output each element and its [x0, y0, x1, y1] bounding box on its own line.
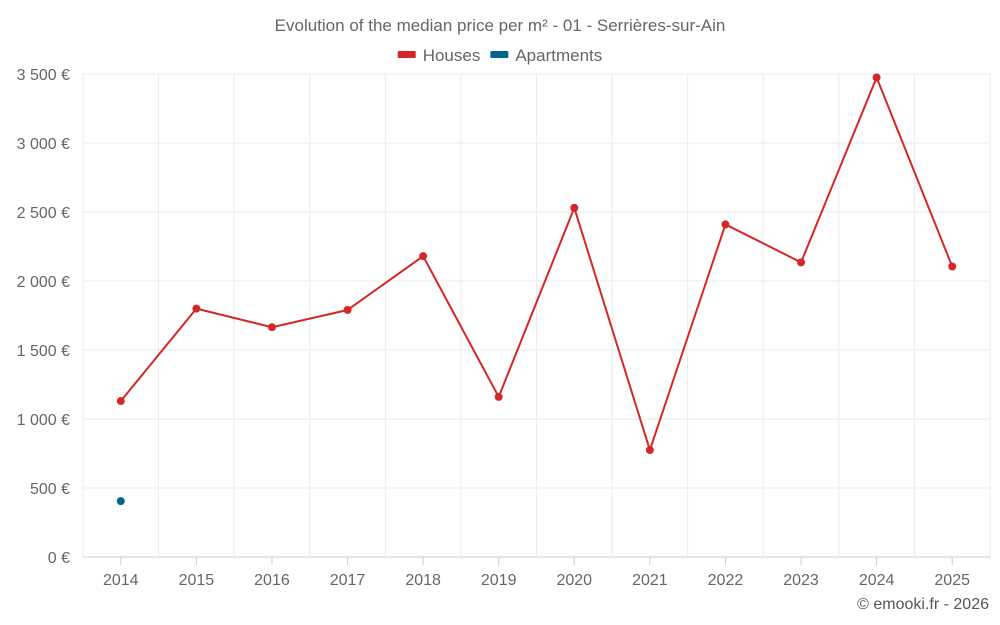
chart-credit: © emooki.fr - 2026 [857, 596, 989, 613]
legend: Houses Apartments [397, 46, 602, 65]
x-tick-label: 2025 [934, 572, 970, 589]
houses-point-2022[interactable] [721, 220, 730, 229]
y-tick-label: 500 € [30, 481, 70, 498]
houses-line [120, 76, 954, 452]
houses-point-2025[interactable] [948, 262, 957, 271]
x-tick-label: 2022 [708, 572, 744, 589]
x-tick-label: 2024 [859, 572, 895, 589]
legend-item-houses[interactable]: Houses [397, 46, 481, 65]
x-tick-label: 2017 [330, 572, 366, 589]
houses-point-2017[interactable] [343, 305, 352, 314]
y-axis: 0 € 500 € 1 000 € 1 500 € 2 000 € 2 500 € 3 00… [17, 67, 70, 567]
legend-label-apartments: Apartments [515, 46, 602, 65]
x-tick-label: 2018 [405, 572, 441, 589]
x-axis: 2014 2015 2016 2017 2018 2019 2020 2021 2022 2023… [83, 556, 990, 589]
legend-item-apartments[interactable]: Apartments [490, 46, 602, 65]
x-tick-label: 2015 [179, 572, 215, 589]
houses-point-2021[interactable] [645, 446, 654, 455]
legend-swatch-houses [397, 51, 416, 58]
y-tick-label: 0 € [48, 550, 70, 567]
data-series [116, 73, 957, 506]
y-tick-label: 1 500 € [17, 343, 70, 360]
legend-swatch-apartments [490, 51, 509, 58]
houses-point-2019[interactable] [494, 392, 503, 401]
x-tick-label: 2016 [254, 572, 290, 589]
apartments-point-2014[interactable] [116, 497, 125, 506]
x-tick-label: 2021 [632, 572, 668, 589]
grid-lines [82, 73, 991, 557]
houses-point-2018[interactable] [419, 252, 428, 261]
x-tick-label: 2019 [481, 572, 517, 589]
x-tick-label: 2020 [556, 572, 592, 589]
houses-point-2014[interactable] [116, 397, 125, 406]
y-tick-label: 2 500 € [17, 205, 70, 222]
y-tick-label: 2 000 € [17, 274, 70, 291]
y-tick-label: 3 500 € [17, 67, 70, 84]
x-tick-label: 2023 [783, 572, 819, 589]
x-tick-label: 2014 [103, 572, 139, 589]
legend-label-houses: Houses [423, 46, 481, 65]
y-tick-label: 3 000 € [17, 136, 70, 153]
houses-point-2023[interactable] [797, 258, 806, 267]
chart-title: Evolution of the median price per m² - 0… [275, 16, 726, 35]
y-tick-label: 1 000 € [17, 412, 70, 429]
houses-point-2016[interactable] [267, 323, 276, 332]
houses-point-2015[interactable] [192, 304, 201, 313]
houses-point-2024[interactable] [872, 73, 881, 82]
houses-point-2020[interactable] [570, 203, 579, 212]
